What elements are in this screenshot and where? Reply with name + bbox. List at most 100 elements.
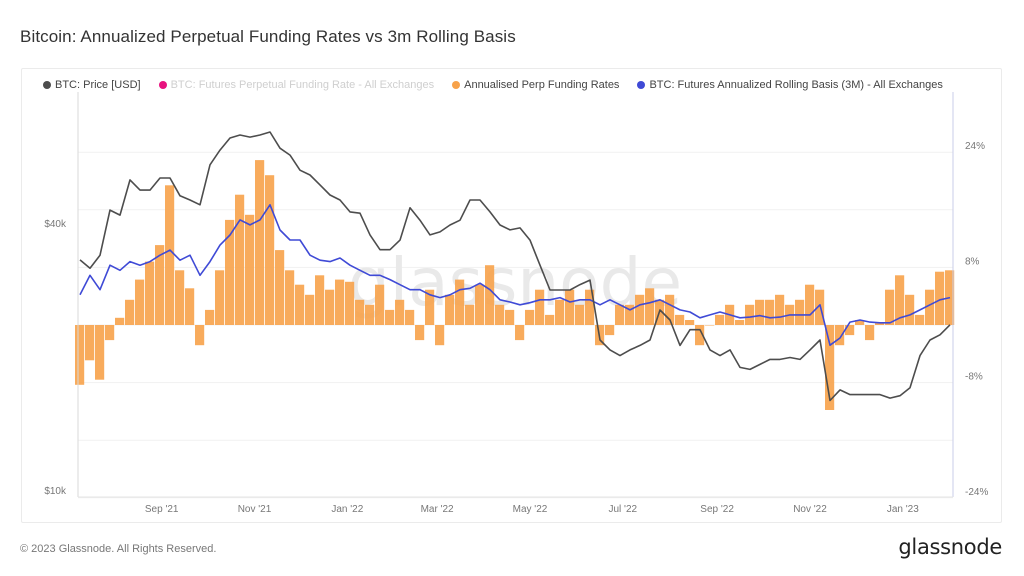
right-tick-label: -24%: [965, 487, 988, 498]
funding-bar: [625, 304, 635, 325]
funding-bar: [345, 281, 355, 325]
x-tick-label: Jul '22: [609, 504, 638, 515]
funding-bar: [825, 325, 835, 410]
funding-bar: [165, 185, 175, 325]
x-tick-label: Sep '21: [145, 504, 179, 515]
funding-bar: [75, 325, 85, 385]
funding-bar: [265, 175, 275, 325]
chart-legend: BTC: Price [USD] BTC: Futures Perpetual …: [43, 77, 961, 93]
funding-bar: [385, 309, 395, 325]
funding-bar: [275, 250, 285, 325]
left-axis-ticks: $40k $10k: [44, 219, 67, 497]
funding-bar: [555, 299, 565, 325]
x-tick-label: Mar '22: [421, 504, 454, 515]
funding-bar: [95, 325, 105, 380]
funding-bar: [775, 294, 785, 325]
right-tick-label: 24%: [965, 141, 985, 152]
funding-bar: [465, 304, 475, 325]
funding-bar: [695, 325, 705, 346]
funding-bar: [545, 314, 555, 325]
x-axis-ticks: Sep '21 Nov '21 Jan '22 Mar '22 May '22 Jul '…: [145, 504, 919, 515]
funding-bar: [885, 289, 895, 325]
funding-bar: [245, 214, 255, 325]
funding-bar: [585, 289, 595, 325]
legend-dot-annualised-funding: [452, 81, 461, 89]
x-tick-label: Nov '21: [238, 504, 272, 515]
legend-item-price[interactable]: BTC: Price [USD]: [43, 77, 141, 93]
legend-label: BTC: Futures Annualized Rolling Basis (3…: [649, 79, 943, 91]
funding-bar: [195, 325, 205, 346]
funding-bar: [855, 320, 865, 325]
funding-bar: [575, 304, 585, 325]
funding-bar: [405, 309, 415, 325]
x-tick-label: May '22: [513, 504, 548, 515]
legend-label: BTC: Price [USD]: [55, 79, 141, 91]
funding-bar: [675, 314, 685, 325]
legend-item-perp-funding-rate[interactable]: BTC: Futures Perpetual Funding Rate - Al…: [158, 77, 434, 93]
funding-bar: [395, 299, 405, 325]
funding-bar: [455, 279, 465, 325]
funding-bar: [305, 294, 315, 325]
funding-bar: [375, 284, 385, 325]
funding-bar: [535, 289, 545, 325]
legend-dot-perp-funding-rate: [158, 81, 167, 89]
funding-bar: [805, 284, 815, 325]
x-tick-label: Jan '22: [331, 504, 363, 515]
series-lines: [79, 131, 951, 402]
funding-bar: [365, 304, 375, 325]
right-tick-label: 8%: [965, 256, 980, 267]
funding-bar: [255, 160, 265, 325]
funding-bar: [425, 289, 435, 325]
funding-bar: [635, 294, 645, 325]
funding-bar: [315, 275, 325, 325]
legend-item-rolling-basis[interactable]: BTC: Futures Annualized Rolling Basis (3…: [637, 77, 943, 93]
funding-bar: [105, 325, 115, 341]
funding-bar: [215, 270, 225, 325]
funding-bar: [185, 288, 195, 325]
funding-bar: [125, 299, 135, 325]
funding-bar: [485, 265, 495, 325]
funding-bar: [155, 245, 165, 325]
funding-bar: [685, 320, 695, 325]
funding-bar: [745, 304, 755, 325]
legend-item-annualised-funding[interactable]: Annualised Perp Funding Rates: [452, 77, 619, 93]
funding-bar: [355, 299, 365, 325]
funding-bar: [915, 314, 925, 325]
x-tick-label: Sep '22: [700, 504, 734, 515]
right-axis-ticks: 24% 8% -8% -24%: [965, 141, 988, 498]
funding-bar: [715, 314, 725, 325]
funding-bar: [505, 309, 515, 325]
funding-bar: [475, 284, 485, 325]
funding-bar: [205, 309, 215, 325]
funding-bar: [705, 325, 715, 326]
rolling-basis-line: [79, 204, 951, 346]
funding-bar: [235, 194, 245, 325]
legend-dot-rolling-basis: [637, 81, 646, 89]
funding-bar: [845, 325, 855, 336]
funding-bar: [325, 289, 335, 325]
funding-bar: [85, 325, 95, 361]
funding-bar: [935, 271, 945, 325]
x-tick-label: Jan '23: [887, 504, 919, 515]
funding-bar: [435, 325, 445, 346]
funding-bar: [795, 299, 805, 325]
funding-bar: [115, 317, 125, 325]
funding-bar: [615, 304, 625, 325]
funding-bar: [225, 219, 235, 325]
funding-bar: [645, 288, 655, 325]
funding-bar: [835, 325, 845, 346]
funding-bar: [175, 270, 185, 325]
funding-bar: [665, 294, 675, 325]
funding-bar: [135, 279, 145, 325]
funding-bar: [905, 294, 915, 325]
funding-bars: [75, 160, 955, 410]
legend-label: Annualised Perp Funding Rates: [464, 79, 620, 91]
left-tick-label: $10k: [44, 486, 67, 497]
funding-bar: [735, 320, 745, 325]
glassnode-logo: glassnode: [898, 535, 1002, 559]
funding-bar: [285, 270, 295, 325]
x-tick-label: Nov '22: [793, 504, 827, 515]
funding-bar: [815, 289, 825, 325]
funding-bar: [415, 325, 425, 341]
